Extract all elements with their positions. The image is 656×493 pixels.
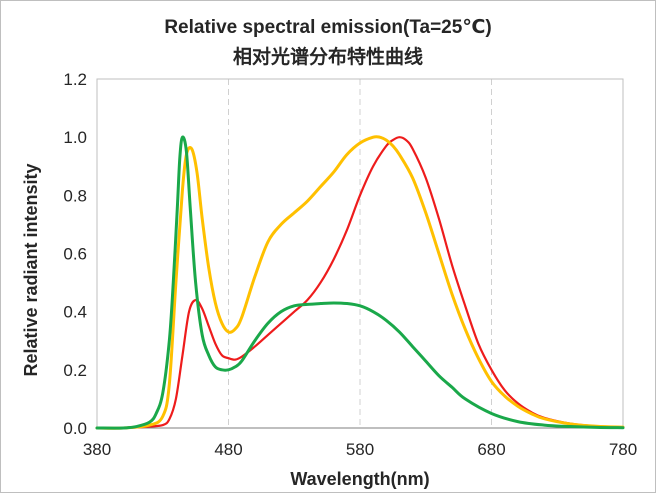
series-green-line — [95, 135, 625, 430]
series-lines — [95, 135, 625, 430]
y-tick-label: 0.4 — [63, 303, 87, 322]
axes — [96, 78, 624, 429]
series-red-line — [95, 136, 625, 430]
x-axis-label: Wavelength(nm) — [290, 469, 429, 489]
chart-subtitle: 相对光谱分布特性曲线 — [233, 45, 423, 68]
y-axis-label: Relative radiant intensity — [21, 163, 41, 376]
y-tick-label: 0.0 — [63, 419, 87, 438]
x-tick-label: 480 — [214, 440, 242, 459]
x-tick-label: 680 — [477, 440, 505, 459]
x-tick-label: 580 — [346, 440, 374, 459]
y-tick-label: 1.0 — [63, 128, 87, 147]
y-tick-labels: 0.0 0.2 0.4 0.6 0.8 1.0 1.2 — [63, 70, 87, 438]
x-tick-labels: 380 480 580 680 780 — [83, 440, 637, 459]
chart-title: Relative spectral emission(Ta=25℃) — [164, 17, 491, 38]
grid-lines — [228, 79, 492, 428]
x-tick-label: 380 — [83, 440, 111, 459]
y-tick-label: 0.2 — [63, 361, 87, 380]
y-tick-label: 0.8 — [63, 186, 87, 205]
x-tick-label: 780 — [609, 440, 637, 459]
y-tick-label: 1.2 — [63, 70, 87, 89]
y-tick-label: 0.6 — [63, 245, 87, 264]
